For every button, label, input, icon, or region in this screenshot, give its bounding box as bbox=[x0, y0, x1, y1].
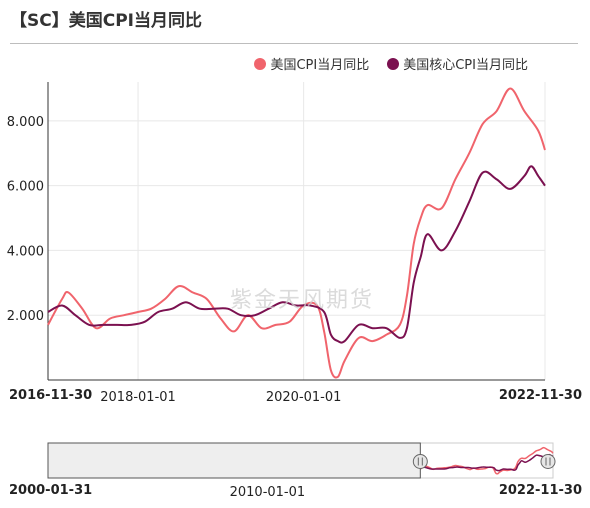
legend-label-cpi: 美国CPI当月同比 bbox=[270, 58, 370, 73]
navigator-tick-label: 2010-01-01 bbox=[230, 485, 306, 500]
x-tick-label: 2020-01-01 bbox=[266, 390, 342, 405]
navigator-start-label: 2000-01-31 bbox=[9, 483, 93, 498]
legend-dot-cpi-icon bbox=[254, 57, 267, 70]
y-tick-label: 4.000 bbox=[7, 244, 44, 259]
title-divider bbox=[10, 43, 578, 44]
y-tick-label: 2.000 bbox=[7, 309, 44, 324]
navigator-left-handle-icon[interactable] bbox=[412, 454, 428, 469]
navigator-window[interactable] bbox=[47, 442, 421, 479]
legend-item-cpi[interactable]: 美国CPI当月同比 bbox=[254, 54, 369, 73]
x-tick-label: 2018-01-01 bbox=[100, 390, 176, 405]
x-axis-end-label: 2022-11-30 bbox=[498, 388, 582, 403]
navigator-right-handle-icon[interactable] bbox=[540, 454, 556, 469]
legend-item-core-cpi[interactable]: 美国核心CPI当月同比 bbox=[387, 54, 528, 73]
series-line-core-cpi bbox=[47, 165, 546, 344]
y-tick-label: 8.000 bbox=[7, 115, 44, 130]
series-line-core-cpi-navigator bbox=[420, 453, 554, 472]
chart-legend: 美国CPI当月同比 美国核心CPI当月同比 bbox=[254, 54, 528, 73]
x-axis-start-label: 2016-11-30 bbox=[9, 388, 93, 403]
series-line-cpi bbox=[47, 87, 546, 379]
legend-dot-core-cpi-icon bbox=[387, 57, 400, 70]
chart-title: 【SC】美国CPI当月同比 bbox=[10, 11, 202, 31]
y-tick-label: 6.000 bbox=[7, 180, 44, 195]
legend-label-core-cpi: 美国核心CPI当月同比 bbox=[403, 58, 528, 73]
navigator-end-label: 2022-11-30 bbox=[498, 483, 582, 498]
watermark-text: 紫金天风期货 bbox=[230, 288, 375, 313]
